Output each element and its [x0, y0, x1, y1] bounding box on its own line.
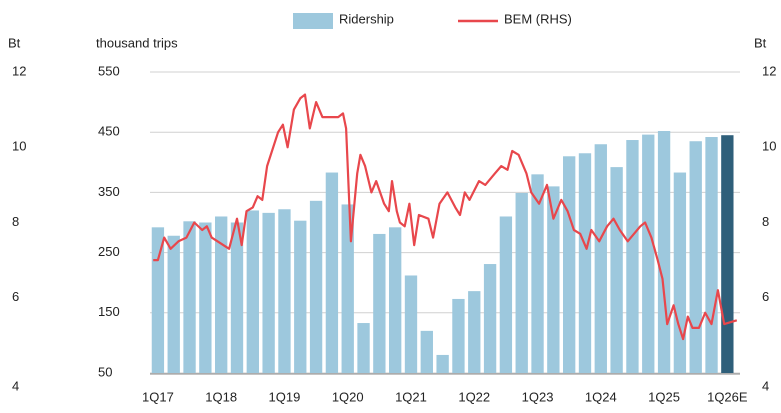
bar	[294, 220, 307, 373]
y-tick-label: 50	[98, 364, 112, 379]
x-tick-label: 1Q24	[585, 389, 617, 404]
bar	[199, 222, 212, 373]
bar	[151, 227, 165, 373]
x-tick-label: 1Q23	[522, 389, 554, 404]
x-tick-label: 1Q18	[205, 389, 237, 404]
y-tick-label: 450	[98, 124, 120, 139]
bar	[515, 193, 528, 373]
bar	[626, 140, 639, 373]
x-tick-label: 1Q17	[142, 389, 174, 404]
bar	[468, 291, 481, 373]
bar	[563, 156, 576, 373]
left-outer-tick-label: 10	[12, 139, 26, 154]
x-tick-label: 1Q20	[332, 389, 364, 404]
bar	[246, 210, 259, 373]
y2-axis-label: Bt	[754, 35, 767, 50]
x-tick-label: 1Q19	[269, 389, 301, 404]
bar	[531, 174, 544, 373]
y-tick-label: 350	[98, 184, 120, 199]
bar	[262, 212, 275, 373]
bar	[594, 144, 607, 373]
bar	[436, 354, 449, 373]
bar	[389, 227, 402, 373]
y-tick-label: 150	[98, 304, 120, 319]
bar	[642, 134, 655, 373]
bar	[483, 264, 497, 373]
legend-label: Ridership	[339, 11, 394, 26]
x-tick-label: 1Q22	[458, 389, 490, 404]
bar	[278, 209, 291, 373]
bar	[721, 135, 734, 373]
y2-tick-label: 8	[762, 214, 769, 229]
x-tick-label: 1Q21	[395, 389, 427, 404]
bar	[420, 330, 433, 373]
bar	[215, 216, 228, 373]
y-axis-label: thousand trips	[96, 35, 178, 50]
left-outer-tick-label: 6	[12, 289, 19, 304]
bar	[167, 235, 180, 373]
y-tick-label: 550	[98, 63, 120, 78]
bar	[404, 275, 418, 373]
bar	[341, 204, 354, 373]
bar	[578, 153, 592, 373]
bar	[657, 130, 671, 373]
bar	[610, 167, 623, 373]
left-outer-axis-label: Bt	[8, 35, 21, 50]
bar	[499, 216, 513, 373]
bar	[357, 323, 370, 373]
bar	[230, 222, 244, 373]
bar	[183, 221, 196, 373]
bar	[452, 298, 465, 373]
bar	[325, 172, 339, 373]
line	[153, 93, 738, 341]
y-tick-label: 250	[98, 244, 120, 259]
bar	[373, 233, 386, 373]
y2-tick-label: 4	[762, 378, 769, 393]
bar	[309, 200, 323, 373]
legend-swatch	[293, 13, 333, 29]
left-outer-tick-label: 12	[12, 63, 26, 78]
x-tick-label: 1Q26E	[707, 389, 748, 404]
legend-label: BEM (RHS)	[504, 11, 572, 26]
bar	[689, 141, 702, 373]
bar	[547, 186, 560, 373]
y2-tick-label: 12	[762, 63, 776, 78]
left-outer-tick-label: 8	[12, 214, 19, 229]
bar	[705, 137, 718, 373]
bar	[673, 172, 687, 373]
y2-tick-label: 6	[762, 289, 769, 304]
y2-tick-label: 10	[762, 139, 776, 154]
left-outer-tick-label: 4	[12, 378, 19, 393]
x-tick-label: 1Q25	[648, 389, 680, 404]
